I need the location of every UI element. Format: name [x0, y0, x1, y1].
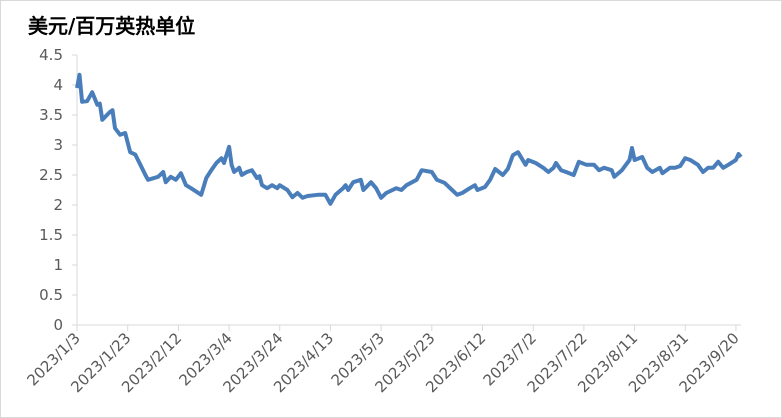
data-line	[75, 72, 743, 206]
y-tick-label: 1	[53, 256, 63, 274]
y-tick-label: 2	[53, 196, 63, 214]
y-tick-label: 2.5	[39, 166, 63, 184]
y-tick-label: 0.5	[39, 286, 63, 304]
y-tick-label: 1.5	[39, 226, 63, 244]
y-tick-label: 3	[53, 136, 63, 154]
y-tick-label: 4	[53, 76, 63, 94]
y-tick-label: 3.5	[39, 106, 63, 124]
chart-title: 美元/百万英热单位	[28, 14, 195, 38]
y-tick-label: 4.5	[39, 46, 63, 64]
y-tick-label: 0	[53, 316, 63, 334]
